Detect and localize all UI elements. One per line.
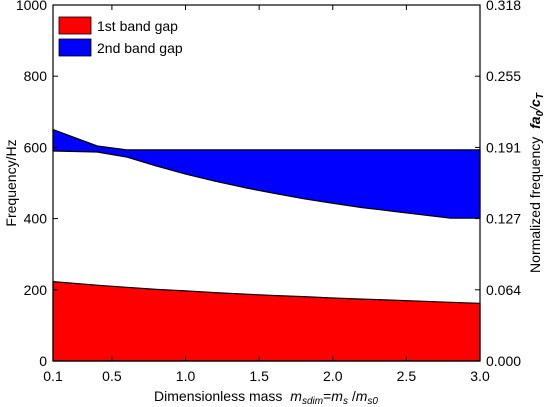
- y2-tick-label: 0.064: [486, 282, 521, 298]
- area-2nd-band-gap: [52, 129, 481, 219]
- y2-tick-label: 0.255: [486, 68, 521, 84]
- plot-frame: [52, 4, 481, 362]
- y-tick-label: 600: [24, 139, 48, 155]
- x-axis-title: Dimensionless mass msdim=ms /ms0: [154, 388, 378, 407]
- legend-label-2nd-band-gap: 2nd band gap: [97, 40, 183, 56]
- y2-tick-label: 0.318: [486, 0, 521, 13]
- legend-swatch-2nd-band-gap: [58, 38, 92, 57]
- y2-tick-label: 0.191: [486, 139, 521, 155]
- y-tick-label: 400: [24, 211, 48, 227]
- x-tick-label: 2.0: [323, 368, 343, 384]
- y2-axis-title-text: Normalized frequency: [527, 137, 543, 273]
- x-tick-label: 2.5: [397, 368, 417, 384]
- y2-tick-label: 0.000: [486, 353, 521, 369]
- x-tick-label: 0.5: [102, 368, 122, 384]
- y2-tick-label: 0.127: [486, 211, 521, 227]
- y-tick-label: 1000: [16, 0, 47, 13]
- y-axis-title: Frequency/Hz: [3, 139, 19, 226]
- y-tick-label: 0: [39, 353, 47, 369]
- area-1st-band-gap: [52, 281, 481, 362]
- x-axis-title-text: Dimensionless mass: [154, 388, 282, 404]
- y2-axis-title: Normalized frequency fa0/cT: [527, 92, 546, 273]
- y-tick-label: 800: [24, 68, 48, 84]
- y-tick-label: 200: [24, 282, 48, 298]
- legend-label-1st-band-gap: 1st band gap: [97, 18, 178, 34]
- band-gap-areas: [52, 129, 481, 362]
- x-tick-label: 0.1: [43, 368, 63, 384]
- axis-ticks: 0.1 0.5 1.0 1.5 2.0 2.5 3.0 0 0.000 200 0.064 400 0.…: [16, 0, 521, 384]
- x-tick-label: 3.0: [470, 368, 490, 384]
- x-tick-label: 1.5: [249, 368, 269, 384]
- x-tick-label: 1.0: [176, 368, 196, 384]
- legend-swatch-1st-band-gap: [58, 16, 92, 35]
- legend: 1st band gap 2nd band gap: [58, 16, 183, 57]
